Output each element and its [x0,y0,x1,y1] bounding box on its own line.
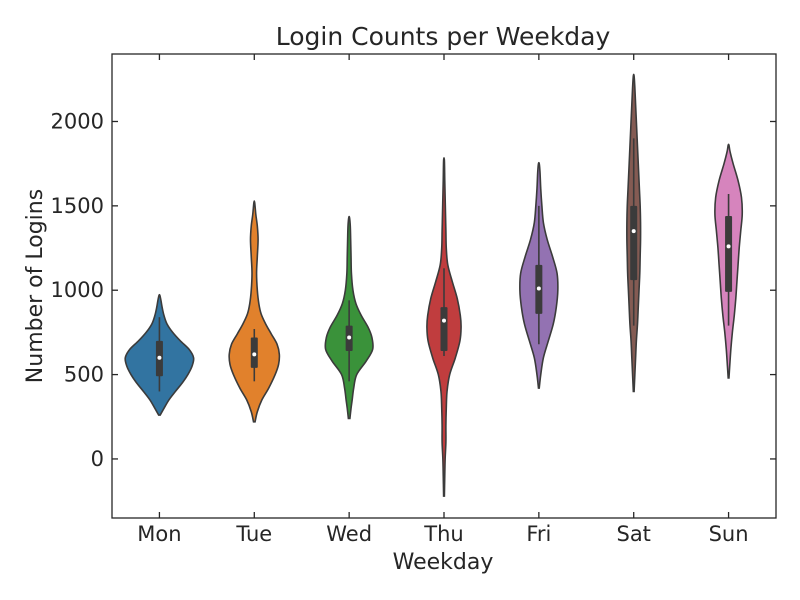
violin-tue [228,200,281,423]
y-tick-label: 0 [91,447,104,471]
violins-group [124,73,744,497]
x-tick-label: Wed [326,522,372,546]
x-tick-label: Sun [709,522,749,546]
y-tick-label: 1500 [51,194,104,218]
violin-median-dot [726,244,731,249]
violin-median-dot [442,318,446,323]
x-tick-label: Sat [616,522,650,546]
violin-median-dot [157,355,162,360]
violin-wed [324,215,374,420]
x-tick-label: Tue [235,522,272,546]
x-tick-label: Fri [526,522,551,546]
violin-median-dot [536,286,541,291]
violin-thu [426,156,462,497]
x-axis-label: Weekday [393,550,494,575]
chart-title: Login Counts per Weekday [276,22,611,51]
y-axis-ticks: 0 500 1000 1500 2000 [51,109,776,471]
y-tick-label: 500 [64,363,104,387]
y-axis-label: Number of Logins [23,189,48,383]
violin-iqr-box [725,215,733,292]
violin-iqr-box [630,205,638,281]
violin-mon [124,293,195,416]
violin-fri [519,161,559,389]
x-tick-label: Mon [137,522,181,546]
violin-body [228,200,281,423]
x-tick-label: Thu [423,522,463,546]
violin-median-dot [631,229,636,234]
violin-median-dot [252,352,257,357]
x-axis-ticks: Mon Tue Wed Thu Fri Sat Sun [137,54,749,546]
violin-iqr-box [440,307,448,351]
violin-sat [626,73,642,393]
y-tick-label: 2000 [51,109,104,133]
y-tick-label: 1000 [51,278,104,302]
violin-sun [714,143,744,379]
violin-median-dot [347,335,352,340]
